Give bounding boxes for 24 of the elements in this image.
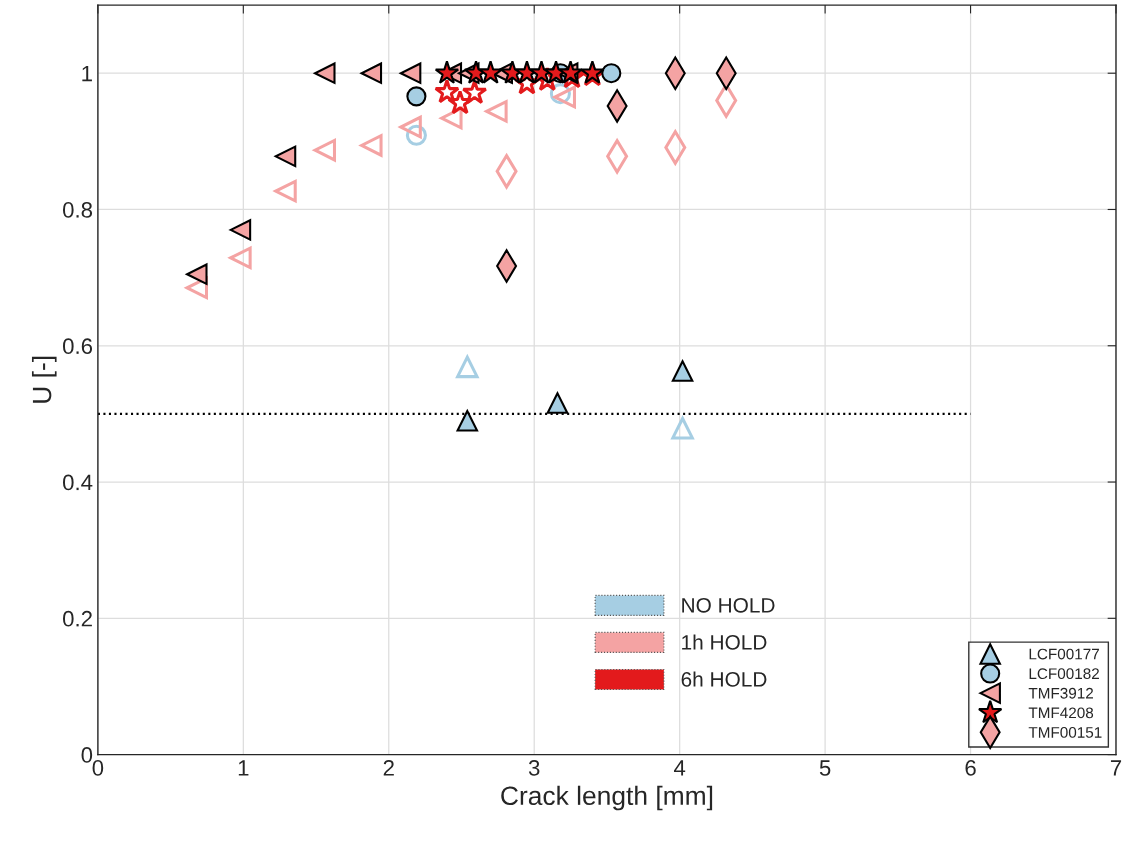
legend-label: TMF4208	[1028, 707, 1094, 719]
x-axis-title: Crack length [mm]	[501, 785, 713, 811]
legend-label: TMF00151	[1028, 727, 1102, 738]
annotation: NO HOLD	[682, 597, 775, 613]
y-tick-label: 0.2	[62, 610, 92, 627]
x-tick-label: 4	[673, 760, 686, 776]
y-tick-label: 0.4	[62, 474, 93, 491]
y-tick-label: 0.8	[62, 202, 93, 218]
y-axis-title: U [-]	[31, 356, 57, 403]
legend-label: LCF00182	[1029, 668, 1099, 680]
legend-label: TMF3912	[1028, 687, 1093, 699]
x-tick-label: 1	[238, 760, 249, 776]
x-tick-label: 6	[965, 760, 976, 776]
x-tick-label: 5	[819, 760, 831, 776]
y-tick-label: 1	[82, 65, 92, 82]
x-tick-label: 3	[528, 760, 540, 776]
annotation: 6h HOLD	[681, 671, 767, 687]
annotation: 1h HOLD	[682, 634, 767, 650]
x-tick-label: 7	[1110, 760, 1122, 776]
y-tick-label: 0	[81, 747, 93, 763]
y-tick-label: 0.6	[62, 338, 93, 355]
x-tick-label: 2	[383, 760, 394, 776]
legend-label: LCF00177	[1029, 648, 1099, 660]
x-tick-label: 0	[92, 760, 104, 776]
